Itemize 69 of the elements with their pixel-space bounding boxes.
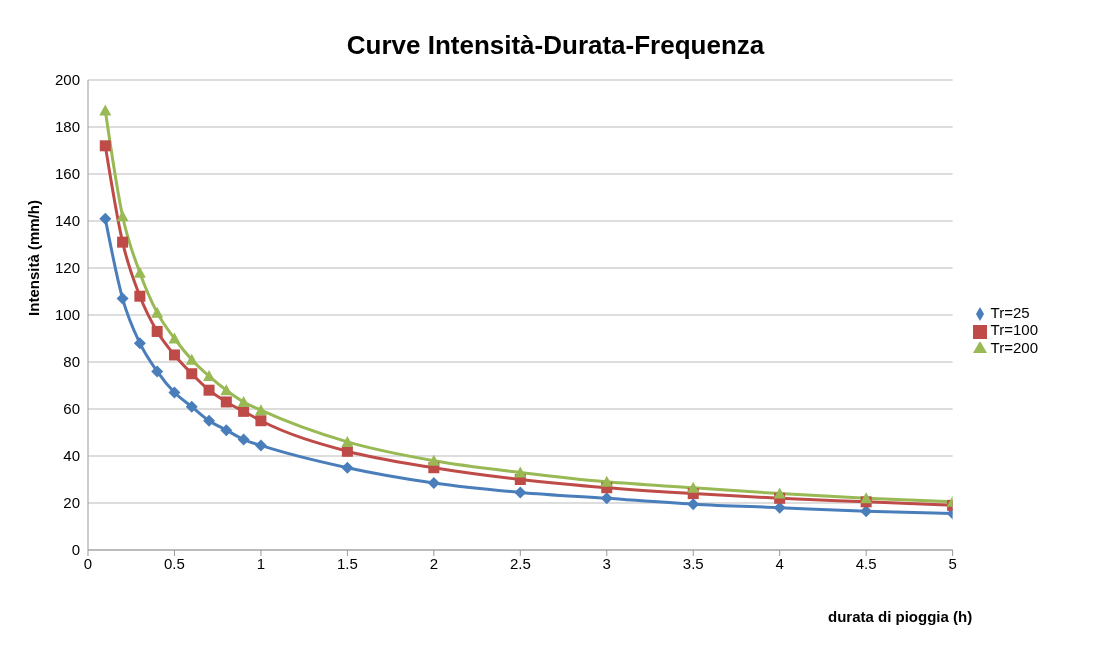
point — [151, 306, 164, 318]
point — [133, 266, 146, 278]
x-tick-label: 4 — [775, 554, 784, 572]
x-tick-label: 3.5 — [682, 554, 704, 572]
point — [134, 290, 146, 302]
point — [341, 435, 354, 447]
point — [427, 454, 440, 466]
x-tick-label: 2.5 — [509, 554, 531, 572]
point — [116, 292, 129, 305]
x-axis-title: durata di pioggia (h) — [828, 608, 973, 625]
point — [99, 212, 112, 225]
y-axis-title: Intensità (mm/h) — [24, 200, 42, 316]
point — [220, 384, 233, 396]
point — [600, 475, 613, 487]
chart-title: Curve Intensità-Durata-Frequenza — [345, 29, 766, 62]
point — [203, 384, 215, 396]
y-tick-label: 120 — [54, 259, 80, 277]
point — [168, 332, 181, 344]
point — [203, 414, 216, 427]
point — [186, 368, 198, 380]
point — [687, 481, 700, 493]
y-tick-label: 0 — [71, 541, 80, 559]
legend-label: Tr=200 — [990, 338, 1038, 356]
point — [427, 477, 440, 490]
y-tick-label: 40 — [63, 447, 80, 465]
point — [860, 492, 873, 504]
x-tick-label: 4.5 — [855, 554, 877, 572]
point — [341, 445, 353, 457]
point — [220, 424, 233, 437]
x-tick-label: 5 — [948, 554, 957, 572]
point — [254, 439, 267, 452]
x-tick-label: 0.5 — [164, 554, 185, 572]
y-tick-label: 20 — [63, 494, 80, 512]
x-tick-label: 3 — [602, 554, 611, 572]
x-tick-label: 0 — [83, 554, 93, 572]
point — [773, 487, 786, 499]
point — [99, 104, 112, 116]
point — [255, 415, 267, 427]
point — [514, 466, 527, 478]
point — [254, 404, 267, 416]
point — [341, 461, 354, 474]
y-tick-label: 180 — [54, 118, 80, 136]
y-tick-label: 100 — [54, 306, 80, 324]
point — [116, 210, 129, 222]
point — [600, 492, 613, 505]
point — [133, 337, 146, 350]
point — [99, 140, 111, 152]
y-tick-label: 60 — [63, 400, 80, 418]
y-tick-label: 80 — [63, 353, 80, 371]
point — [168, 386, 181, 399]
point — [185, 400, 198, 413]
point — [151, 325, 163, 337]
point — [220, 396, 232, 408]
legend-label: Tr=100 — [990, 321, 1038, 339]
legend-label: Tr=25 — [990, 304, 1030, 322]
y-tick-label: 200 — [54, 71, 80, 89]
point — [514, 486, 527, 499]
point — [168, 349, 180, 361]
x-tick-label: 1.5 — [336, 554, 358, 572]
x-tick-label: 2 — [429, 554, 439, 572]
y-tick-label: 140 — [54, 212, 80, 230]
point — [238, 405, 250, 417]
point — [117, 236, 129, 248]
point — [185, 353, 198, 365]
x-tick-label: 1 — [256, 554, 266, 572]
y-tick-label: 160 — [54, 165, 80, 183]
point — [237, 395, 250, 407]
point — [237, 433, 250, 446]
point — [151, 365, 164, 378]
